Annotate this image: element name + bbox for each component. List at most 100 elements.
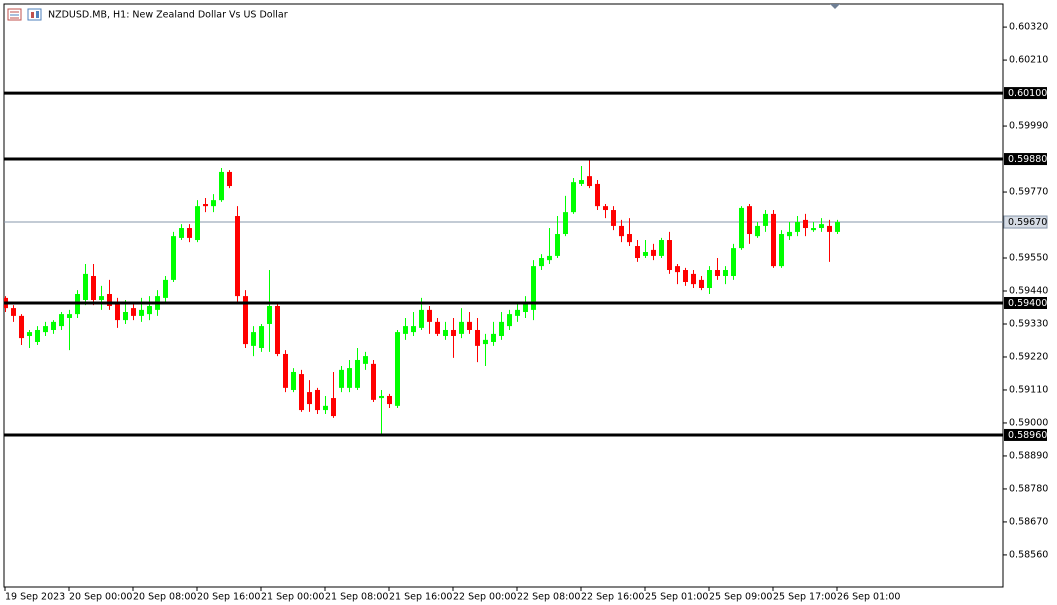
candle-body (779, 234, 784, 267)
candle-body (139, 309, 144, 316)
candle-body (67, 314, 72, 318)
candle-body (491, 333, 496, 342)
plot (4, 91, 1003, 437)
candle-body (395, 332, 400, 406)
candle-body (35, 329, 40, 342)
candle-body (291, 371, 296, 390)
candle-body (123, 311, 128, 321)
candle-body (547, 255, 552, 261)
candle-body (195, 206, 200, 241)
candle-body (403, 326, 408, 334)
candle-body (283, 353, 288, 388)
level-label-box (1004, 428, 1047, 441)
x-tick-label: 21 Sep 00:00 (261, 592, 324, 603)
candle-body (379, 395, 384, 399)
candle-body (483, 339, 488, 345)
candle-body (619, 225, 624, 237)
y-tick-label: 0.60320 (1009, 22, 1048, 33)
shift-marker (830, 4, 840, 9)
level-label: 0.59400 (1008, 298, 1047, 309)
candle-body (707, 270, 712, 289)
x-tick-label: 21 Sep 08:00 (325, 592, 388, 603)
candle-body (723, 270, 728, 277)
y-tick-label: 0.59440 (1009, 286, 1048, 297)
candle-body (795, 222, 800, 232)
x-tick-label: 25 Sep 01:00 (645, 592, 708, 603)
y-tick-label: 0.59000 (1009, 417, 1048, 428)
candle-body (563, 212, 568, 235)
y-tick-label: 0.60210 (1009, 55, 1048, 66)
candle-body (635, 246, 640, 259)
level-label-box (1004, 296, 1047, 309)
candle-body (611, 210, 616, 226)
y-tick-label: 0.58780 (1009, 483, 1048, 494)
candle-body (747, 206, 752, 235)
y-tick-label: 0.59330 (1009, 318, 1048, 329)
x-tick-label: 26 Sep 01:00 (837, 592, 900, 603)
candle-body (235, 216, 240, 297)
candle-body (459, 321, 464, 334)
candle-body (603, 206, 608, 211)
candle-body (699, 279, 704, 289)
candle-body (827, 225, 832, 232)
candle-body (659, 240, 664, 256)
candle-body (203, 204, 208, 207)
candle-body (475, 329, 480, 346)
candle-body (667, 240, 672, 271)
candle-body (427, 309, 432, 322)
y-tick-label: 0.59770 (1009, 187, 1048, 198)
candle-body (243, 296, 248, 345)
candle-body (299, 374, 304, 411)
candle-body (99, 296, 104, 300)
candle-body (347, 368, 352, 388)
candle-body (163, 279, 168, 298)
y-tick-label: 0.58560 (1009, 549, 1048, 560)
candle-body (51, 321, 56, 330)
candle-body (627, 234, 632, 243)
level-label-box (1004, 87, 1047, 100)
x-tick-label: 21 Sep 16:00 (389, 592, 452, 603)
level-label: 0.59880 (1008, 154, 1047, 165)
chart-title: NZDUSD.MB, H1: New Zealand Dollar Vs US … (48, 10, 288, 21)
y-tick-label: 0.59990 (1009, 121, 1048, 132)
candle-body (179, 228, 184, 238)
level-label: 0.60100 (1008, 88, 1047, 99)
candle-body (507, 314, 512, 327)
candle-body (259, 326, 264, 348)
candle-body (531, 266, 536, 310)
y-tick-label: 0.59110 (1009, 384, 1048, 395)
candle-body (683, 270, 688, 283)
x-tick-label: 22 Sep 16:00 (581, 592, 644, 603)
candle-body (595, 183, 600, 207)
candle-body (787, 231, 792, 237)
candle-body (579, 180, 584, 184)
candle-body (363, 356, 368, 364)
candle-body (587, 176, 592, 187)
candle-body (803, 219, 808, 229)
candle-body (187, 228, 192, 238)
candle-body (219, 171, 224, 201)
candle-body (339, 369, 344, 388)
candle-body (59, 314, 64, 327)
candle-body (307, 392, 312, 405)
y-tick-label: 0.59550 (1009, 253, 1048, 264)
x-tick-label: 22 Sep 08:00 (517, 592, 580, 603)
candle-body (467, 321, 472, 330)
x-tick-label: 25 Sep 17:00 (773, 592, 836, 603)
candle-body (107, 294, 112, 306)
candle-body (451, 329, 456, 336)
candle-body (523, 302, 528, 312)
candle-body (835, 222, 840, 232)
candle-body (771, 213, 776, 267)
y-tick-label: 0.58670 (1009, 516, 1048, 527)
plot-frame (3, 3, 1004, 588)
candle-body (315, 389, 320, 411)
candle-body (435, 321, 440, 334)
candle-body (763, 213, 768, 226)
level-label-box (1004, 153, 1047, 166)
candle-body (571, 182, 576, 213)
candle-body (539, 258, 544, 267)
candle-body (819, 224, 824, 229)
candle-body (211, 200, 216, 207)
